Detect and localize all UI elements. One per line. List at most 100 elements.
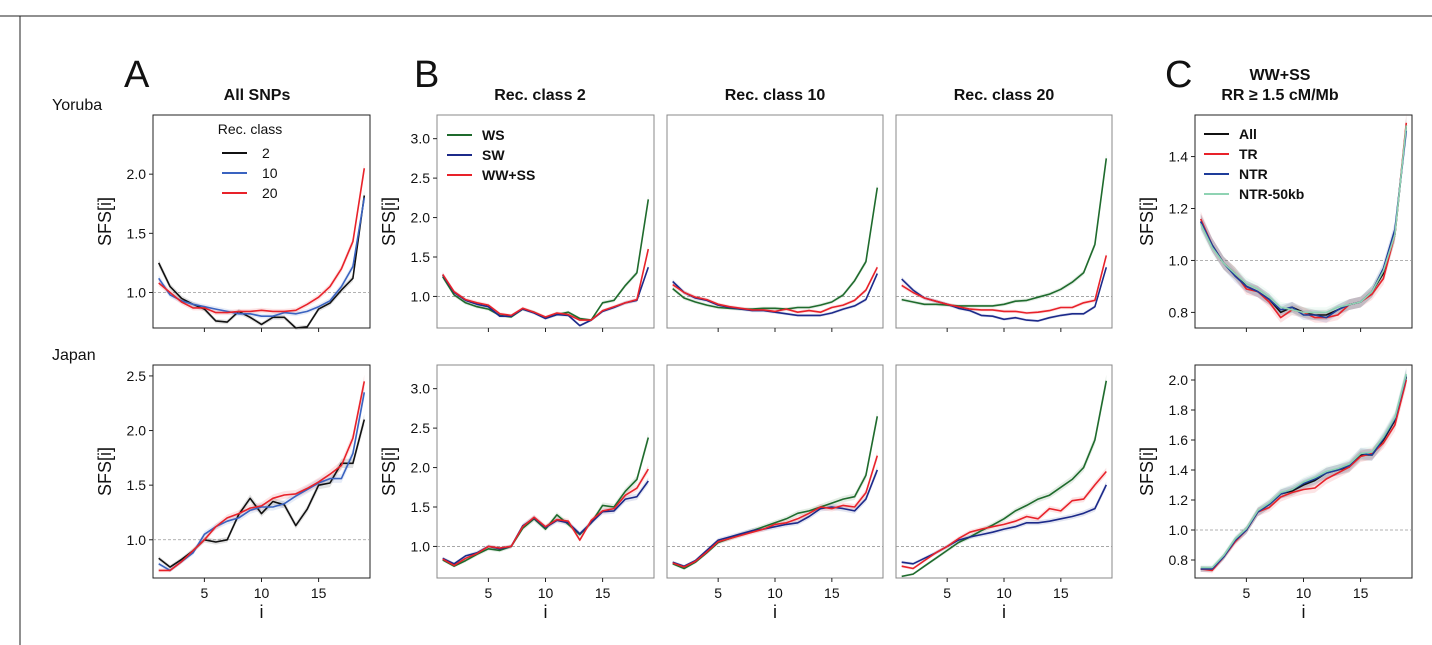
legend-c-label-ntr-50kb: NTR-50kb xyxy=(1239,186,1304,202)
x-tick-label: 10 xyxy=(254,585,270,601)
legend-rec-class: Rec. class 2 10 20 xyxy=(218,121,283,201)
legend-c-label-all: All xyxy=(1239,126,1257,142)
plot-area xyxy=(895,114,1113,329)
series-line-ww-ss xyxy=(901,255,1108,314)
series-line-tr xyxy=(1200,379,1408,572)
y-tick-label: 2.5 xyxy=(411,170,431,186)
chart-A-top: 1.0 1.5 2.0 SFS[i] xyxy=(95,114,371,332)
x-tick-label: 15 xyxy=(1353,585,1369,601)
y-tick-label: 1.0 xyxy=(411,288,431,304)
y-tick-label: 1.2 xyxy=(1169,492,1189,508)
y-tick-label: 1.0 xyxy=(1169,252,1189,268)
band-sw xyxy=(442,477,649,566)
chart-B20-bottom: 5 10 15 i xyxy=(895,364,1113,622)
series-line-20 xyxy=(158,168,366,314)
y-tick-label: 1.6 xyxy=(1169,432,1189,448)
chart-C-bottom: 0.8 1.0 1.2 1.4 1.6 1.8 2.0 5 10 15 SFS[i] i xyxy=(1137,364,1413,622)
legend-b-label-ws: WS xyxy=(482,127,505,143)
y-tick-label: 3.0 xyxy=(411,131,431,147)
plot-area xyxy=(1194,114,1413,329)
y-tick-label: 2.0 xyxy=(1169,372,1189,388)
y-tick-label: 1.5 xyxy=(411,499,431,515)
plot-area xyxy=(666,364,884,579)
y-tick-label: 1.4 xyxy=(1169,149,1189,165)
band-sw xyxy=(901,481,1107,566)
plot-area xyxy=(436,364,655,579)
legend-b-label-wwss: WW+SS xyxy=(482,167,535,183)
series-line-10 xyxy=(158,392,366,572)
chart-panels: 1.0 1.5 2.0 SFS[i] 1.0 1.5 2.0 2.5 3.0 SFS[i] 0.8 1… xyxy=(95,112,1413,622)
y-axis-label: SFS[i] xyxy=(95,197,115,246)
x-axis-label: i xyxy=(773,602,777,622)
title-rec-class-2: Rec. class 2 xyxy=(494,87,586,104)
series-line-ws xyxy=(672,187,879,310)
chart-A-bottom: 1.0 1.5 2.0 2.5 5 10 15 SFS[i] i xyxy=(95,364,371,622)
x-axis-label: i xyxy=(544,602,548,622)
y-tick-label: 1.2 xyxy=(1169,201,1189,217)
x-tick-label: 5 xyxy=(484,585,492,601)
y-tick-label: 1.0 xyxy=(1169,522,1189,538)
y-axis-label: SFS[i] xyxy=(379,447,399,496)
chart-B10-top xyxy=(666,114,884,332)
x-tick-label: 5 xyxy=(200,585,208,601)
y-tick-label: 0.8 xyxy=(1169,552,1189,568)
y-tick-label: 1.8 xyxy=(1169,402,1189,418)
plot-area xyxy=(1194,364,1413,579)
y-tick-label: 1.5 xyxy=(127,477,147,493)
legend-c-label-tr: TR xyxy=(1239,146,1258,162)
x-tick-label: 10 xyxy=(996,585,1012,601)
x-tick-label: 15 xyxy=(1053,585,1069,601)
series-line-ws xyxy=(901,158,1108,307)
x-tick-label: 5 xyxy=(1242,585,1250,601)
x-axis-label: i xyxy=(260,602,264,622)
series-line-ws xyxy=(901,380,1108,578)
y-axis-label: SFS[i] xyxy=(95,447,115,496)
y-tick-label: 2.5 xyxy=(127,368,147,384)
legend-mutation-class: WS SW WW+SS xyxy=(447,127,535,183)
y-tick-label: 1.5 xyxy=(127,225,147,241)
series-line-10 xyxy=(158,197,366,318)
row-label-japan: Japan xyxy=(52,347,96,364)
y-tick-label: 2.0 xyxy=(411,210,431,226)
y-axis-label: SFS[i] xyxy=(1137,197,1157,246)
title-c-line1: WW+SS xyxy=(1250,67,1311,84)
panel-letter-a: A xyxy=(124,54,150,96)
legend-a-title: Rec. class xyxy=(218,121,283,137)
y-tick-label: 2.0 xyxy=(127,423,147,439)
x-tick-label: 15 xyxy=(824,585,840,601)
legend-c-label-ntr: NTR xyxy=(1239,166,1268,182)
x-tick-label: 10 xyxy=(1296,585,1312,601)
band-ww-ss xyxy=(901,467,1107,570)
x-tick-label: 5 xyxy=(943,585,951,601)
x-tick-label: 15 xyxy=(595,585,611,601)
x-tick-label: 5 xyxy=(714,585,722,601)
chart-B10-bottom: 5 10 15 i xyxy=(666,364,884,622)
title-rec-class-10: Rec. class 10 xyxy=(725,87,826,104)
series-line-ww-ss xyxy=(901,470,1107,570)
legend-a-label-20: 20 xyxy=(262,185,278,201)
series-line-sw xyxy=(672,469,879,568)
plot-area xyxy=(895,364,1113,579)
y-tick-label: 3.0 xyxy=(411,381,431,397)
x-axis-label: i xyxy=(1002,602,1006,622)
legend-a-label-10: 10 xyxy=(262,165,278,181)
series-line-ww-ss xyxy=(442,248,650,321)
y-tick-label: 1.5 xyxy=(411,249,431,265)
y-tick-label: 1.4 xyxy=(1169,462,1189,478)
y-tick-label: 2.5 xyxy=(411,420,431,436)
band-sw xyxy=(901,264,1107,323)
title-all-snps: All SNPs xyxy=(224,87,291,104)
y-tick-label: 1.0 xyxy=(127,285,147,301)
series-line-ww-ss xyxy=(672,266,879,314)
series-line-ntr-50kb xyxy=(1199,125,1408,314)
series-line-ww-ss xyxy=(442,468,649,567)
x-tick-label: 10 xyxy=(767,585,783,601)
chart-B2-bottom: 1.0 1.5 2.0 2.5 3.0 5 10 15 SFS[i] i xyxy=(379,364,655,622)
y-tick-label: 1.0 xyxy=(411,538,431,554)
y-axis-label: SFS[i] xyxy=(1137,447,1157,496)
series-line-ntr-50kb xyxy=(1200,373,1408,569)
y-axis-label: SFS[i] xyxy=(379,197,399,246)
x-axis-label: i xyxy=(1302,602,1306,622)
y-tick-label: 2.0 xyxy=(411,460,431,476)
